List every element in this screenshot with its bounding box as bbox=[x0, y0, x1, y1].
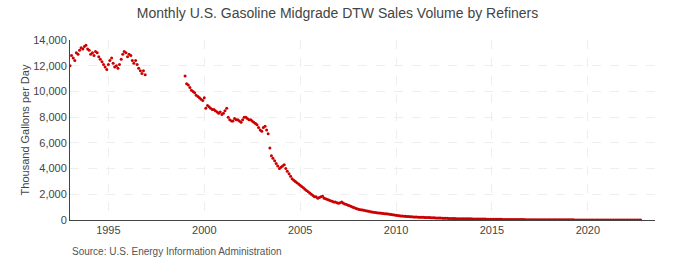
svg-text:2000: 2000 bbox=[192, 224, 216, 236]
svg-text:4,000: 4,000 bbox=[39, 162, 67, 174]
svg-text:10,000: 10,000 bbox=[33, 85, 67, 97]
svg-text:2005: 2005 bbox=[288, 224, 312, 236]
svg-text:Thousand Gallons per Day: Thousand Gallons per Day bbox=[19, 64, 31, 195]
svg-text:2020: 2020 bbox=[576, 224, 600, 236]
svg-text:2,000: 2,000 bbox=[39, 188, 67, 200]
svg-text:14,000: 14,000 bbox=[33, 34, 67, 46]
svg-text:8,000: 8,000 bbox=[39, 111, 67, 123]
svg-text:Monthly U.S. Gasoline Midgrade: Monthly U.S. Gasoline Midgrade DTW Sales… bbox=[137, 5, 539, 21]
svg-text:0: 0 bbox=[61, 214, 67, 226]
svg-text:12,000: 12,000 bbox=[33, 60, 67, 72]
svg-text:6,000: 6,000 bbox=[39, 137, 67, 149]
svg-text:Source: U.S. Energy Informatio: Source: U.S. Energy Information Administ… bbox=[72, 246, 282, 257]
svg-text:1995: 1995 bbox=[96, 224, 120, 236]
svg-text:2015: 2015 bbox=[480, 224, 504, 236]
svg-text:2010: 2010 bbox=[384, 224, 408, 236]
